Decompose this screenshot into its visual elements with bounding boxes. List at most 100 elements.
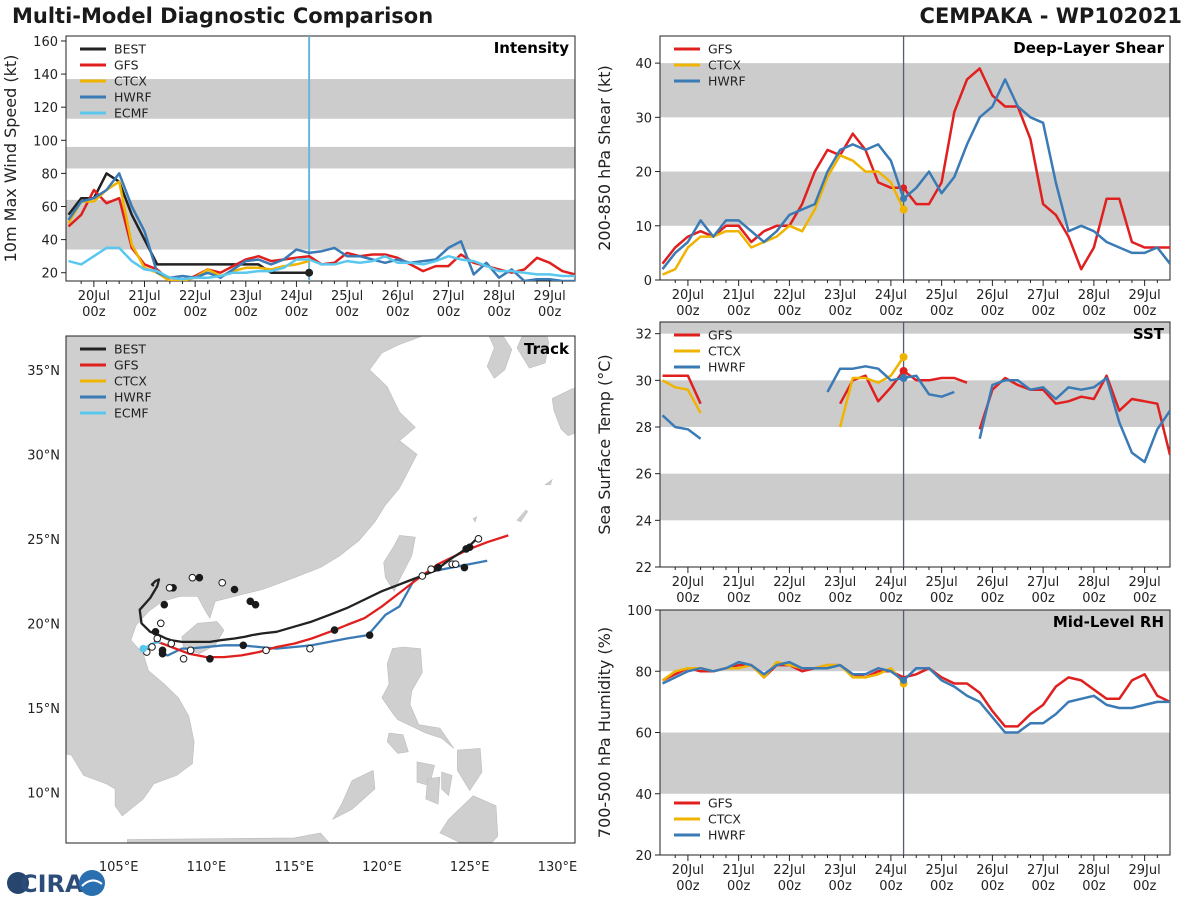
- track-marker-hwrf: [434, 563, 442, 572]
- track-marker-best: [230, 585, 239, 594]
- panel-title: Track: [524, 340, 570, 358]
- legend-label-gfs: GFS: [114, 58, 139, 73]
- x-tick-label: 22Jul: [773, 288, 805, 303]
- land-cebu: [441, 771, 453, 797]
- track-marker-best: [246, 597, 255, 606]
- y-axis-label: 700-500 hPa Humidity (%): [595, 627, 614, 838]
- y-axis-label: 10m Max Wind Speed (kt): [1, 55, 20, 263]
- land-negros: [425, 776, 441, 805]
- x-tick-label: 00z: [778, 304, 802, 319]
- y-tick-label: 100: [627, 604, 652, 619]
- x-tick-label: 21Jul: [723, 575, 755, 590]
- x-tick-label: 00z: [981, 591, 1005, 606]
- panel-title: Deep-Layer Shear: [1013, 39, 1164, 57]
- series-line-hwrf: [661, 660, 1170, 734]
- track-marker-best: [251, 600, 260, 609]
- x-tick-label: 00z: [828, 591, 852, 606]
- series-line-hwrf: [978, 376, 1170, 464]
- x-tick-label: 00z: [487, 305, 511, 320]
- legend-label-ctcx: CTCX: [708, 58, 741, 73]
- x-tick-label: 27Jul: [432, 289, 464, 304]
- track-marker-gfs: [206, 654, 214, 663]
- y-tick-label: 35°N: [27, 364, 60, 379]
- track-marker-best: [151, 627, 160, 636]
- land-taiwan: [383, 535, 416, 592]
- x-tick-label: 00z: [1082, 591, 1106, 606]
- y-axis-label: Sea Surface Temp (°C): [595, 354, 614, 534]
- x-tick-label: 28Jul: [483, 289, 515, 304]
- y-tick-label: 60: [635, 727, 652, 742]
- shaded-band: [660, 171, 1170, 226]
- track-panel: 105°E 110°E 115°E 120°E 125°E 130°E 10°N 15°N 20…: [27, 335, 577, 875]
- shaded-band: [660, 473, 1170, 521]
- y-tick-label: 25°N: [27, 533, 60, 548]
- x-tick-label: 00z: [828, 304, 852, 319]
- legend-label-gfs: GFS: [708, 328, 733, 343]
- shear-panel: 01020304020Jul00z21Jul00z22Jul00z23Jul00…: [595, 35, 1171, 319]
- y-tick-label: 15°N: [27, 702, 60, 717]
- y-tick-label: 20: [635, 166, 652, 181]
- x-tick-label: 23Jul: [230, 289, 262, 304]
- y-tick-label: 40: [635, 57, 652, 72]
- shaded-band: [66, 79, 575, 119]
- legend-label-gfs: GFS: [114, 358, 139, 373]
- x-tick-label: 27Jul: [1027, 288, 1059, 303]
- x-tick-label: 00z: [981, 879, 1005, 894]
- track-marker-ecmf: [139, 644, 148, 653]
- x-tick-label: 00z: [1082, 304, 1106, 319]
- y-tick-label: 32: [635, 328, 652, 343]
- land-south-edge: [127, 832, 330, 843]
- shaded-band: [660, 63, 1170, 118]
- x-tick-label: 26Jul: [976, 575, 1008, 590]
- series-marker-hwrf: [900, 676, 908, 684]
- x-tick-label: 20Jul: [78, 289, 110, 304]
- x-tick-label: 00z: [930, 879, 954, 894]
- x-tick-label: 26Jul: [382, 289, 414, 304]
- track-marker-gfs: [262, 646, 270, 655]
- x-tick-label: 28Jul: [1078, 575, 1110, 590]
- legend-label-best: BEST: [114, 42, 146, 57]
- y-tick-label: 20°N: [27, 617, 60, 632]
- y-tick-label: 30: [635, 374, 652, 389]
- series-line-hwrf: [661, 78, 1170, 270]
- track-marker-hwrf: [418, 572, 427, 580]
- x-tick-label: 00z: [676, 879, 700, 894]
- land-amami: [544, 478, 553, 486]
- x-tick-label: 00z: [727, 304, 751, 319]
- map-group: [66, 336, 575, 843]
- track-marker-hwrf: [158, 646, 167, 655]
- rh-panel: 2040608010020Jul00z21Jul00z22Jul00z23Jul…: [595, 604, 1171, 894]
- x-tick-label: 00z: [1133, 304, 1157, 319]
- land-korea-east: [516, 336, 550, 369]
- cira-logo: CIRA: [7, 870, 105, 898]
- x-tick-label: 29Jul: [534, 289, 566, 304]
- legend-label-ecmf: ECMF: [114, 106, 149, 121]
- shaded-band: [660, 610, 1170, 672]
- land-korea: [486, 336, 513, 379]
- track-marker-gfs: [186, 646, 195, 655]
- track-marker-best: [474, 535, 483, 543]
- panel-title: Intensity: [494, 39, 570, 57]
- x-tick-label: 25Jul: [926, 575, 958, 590]
- legend-label-hwrf: HWRF: [708, 74, 746, 89]
- x-tick-label: 00z: [676, 304, 700, 319]
- legend-label-ctcx: CTCX: [708, 812, 741, 827]
- track-marker-hwrf: [462, 545, 470, 553]
- x-tick-label: 00z: [1082, 879, 1106, 894]
- x-tick-label: 25Jul: [331, 289, 363, 304]
- land-mainland: [66, 336, 423, 817]
- series-group: [661, 660, 1170, 734]
- shaded-band: [660, 732, 1170, 794]
- x-tick-label: 00z: [1133, 879, 1157, 894]
- x-tick-label: 00z: [727, 591, 751, 606]
- x-tick-label: 00z: [386, 305, 410, 320]
- track-marker-hwrf: [451, 560, 460, 568]
- x-tick-label: 00z: [930, 591, 954, 606]
- series-line-ctcx: [661, 379, 702, 414]
- x-tick-label: 23Jul: [824, 288, 856, 303]
- series-line-ctcx: [662, 154, 905, 276]
- y-tick-label: 60: [41, 201, 58, 216]
- y-tick-label: 140: [33, 68, 58, 83]
- land-mindanao: [439, 795, 499, 843]
